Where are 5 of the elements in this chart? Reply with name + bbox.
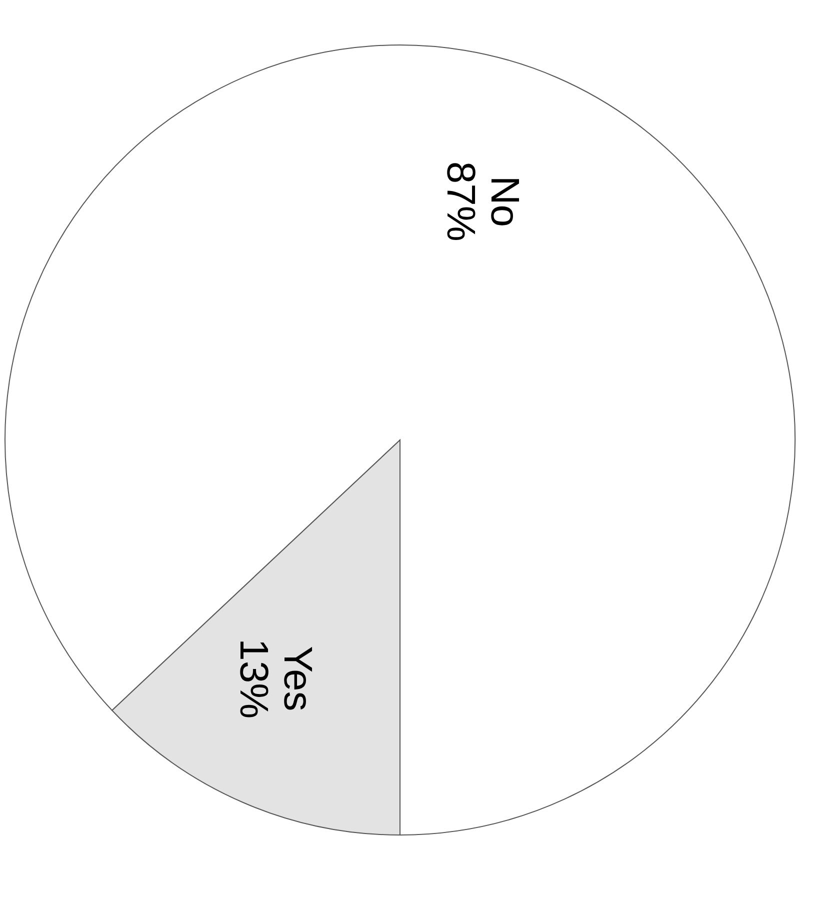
data-label: 87% <box>438 161 482 242</box>
slice-label: No <box>482 176 526 227</box>
data-label: 13% <box>232 638 276 719</box>
slice-label: Yes <box>276 646 320 712</box>
pie-slice <box>4 44 796 836</box>
